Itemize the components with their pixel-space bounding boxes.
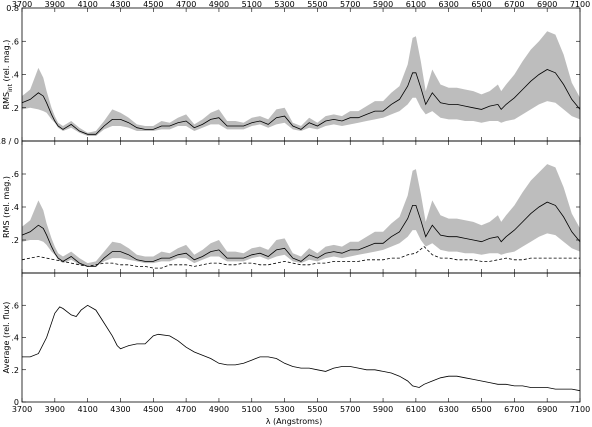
average-ylabel-unit: (rel. flux) xyxy=(2,302,11,341)
xtick-label-top-5700: 5700 xyxy=(340,0,360,9)
xtick-label-top-5500: 5500 xyxy=(307,0,327,9)
rms_int-band-0 xyxy=(22,31,580,136)
rms-ylabel: RMS (rel. mag.) xyxy=(2,176,11,238)
xtick-label-bottom-5500: 5500 xyxy=(307,405,327,414)
xtick-label-top-6700: 6700 xyxy=(504,0,524,9)
xtick-label-top-5300: 5300 xyxy=(274,0,294,9)
xtick-label-top-5100: 5100 xyxy=(242,0,262,9)
xtick-label-top-7100: 7100 xyxy=(570,0,590,9)
xtick-label-bottom-4300: 4300 xyxy=(110,405,130,414)
xtick-label-top-6500: 6500 xyxy=(471,0,491,9)
xtick-label-top-3900: 3900 xyxy=(45,0,65,9)
average-ylabel-main: Average xyxy=(2,340,11,373)
rms_int-ytick-label-0.8: 0.8 xyxy=(6,4,19,13)
xtick-label-top-6900: 6900 xyxy=(537,0,557,9)
rms-band-0 xyxy=(22,164,580,267)
rms-ytick-label-0.4: .4 xyxy=(11,203,19,212)
xtick-label-bottom-5100: 5100 xyxy=(242,405,262,414)
xtick-label-top-4700: 4700 xyxy=(176,0,196,9)
rms_int-ylabel-main: RMS xyxy=(2,92,11,110)
xtick-label-bottom-6900: 6900 xyxy=(537,405,557,414)
xtick-label-bottom-4500: 4500 xyxy=(143,405,163,414)
average-ytick-label-0.6: .6 xyxy=(11,301,19,310)
xtick-label-bottom-6100: 6100 xyxy=(406,405,426,414)
panel-rms: .2 .4 .6 0.8 / 0 RMS (rel. mag.) xyxy=(0,137,581,274)
rms_int-ylabel: RMSint (rel. mag.) xyxy=(2,40,14,110)
xtick-label-top-4500: 4500 xyxy=(143,0,163,9)
xtick-label-bottom-7100: 7100 xyxy=(570,405,590,414)
rms_int-line-1 xyxy=(21,69,581,135)
average-ytick-label-0: 0 xyxy=(14,398,19,407)
average-frame xyxy=(21,272,581,403)
xtick-label-bottom-5700: 5700 xyxy=(340,405,360,414)
xtick-label-bottom-6700: 6700 xyxy=(504,405,524,414)
rms-ytick-label-0.6: .6 xyxy=(11,170,19,179)
xtick-label-bottom-3900: 3900 xyxy=(45,405,65,414)
xtick-label-top-4100: 4100 xyxy=(77,0,97,9)
x-axis-label: λ (Angstroms) xyxy=(266,417,322,426)
xtick-label-top-4300: 4300 xyxy=(110,0,130,9)
rms-ylabel-unit: (rel. mag.) xyxy=(2,176,11,220)
rms_int-ytick-label-0.4: .4 xyxy=(11,71,19,80)
xtick-label-bottom-3700: 3700 xyxy=(12,405,32,414)
xtick-label-top-4900: 4900 xyxy=(209,0,229,9)
xtick-label-bottom-6300: 6300 xyxy=(439,405,459,414)
average-ytick-label-0.2: .2 xyxy=(11,366,19,375)
rms-ylabel-main: RMS xyxy=(2,220,11,238)
xtick-label-bottom-5300: 5300 xyxy=(274,405,294,414)
rms-ytick-label-0.2: .2 xyxy=(11,236,19,245)
average-ytick-label-0.4: .4 xyxy=(11,334,19,343)
xtick-label-bottom-4100: 4100 xyxy=(77,405,97,414)
rms-ytick-label-junction: 0.8 / 0 xyxy=(0,137,19,146)
rms_int-ytick-label-0.6: .6 xyxy=(11,37,19,46)
rms_int-ylabel-unit: (rel. mag.) xyxy=(2,40,11,84)
rms_int-ytick-label-0.2: .2 xyxy=(11,104,19,113)
xtick-label-bottom-4700: 4700 xyxy=(176,405,196,414)
xtick-label-top-3700: 3700 xyxy=(12,0,32,9)
average-ylabel: Average (rel. flux) xyxy=(2,302,11,374)
xtick-label-top-6300: 6300 xyxy=(439,0,459,9)
rms_int-ylabel-sub: int xyxy=(7,83,14,91)
panel-rms_int: .2 .4 .6 0.8 RMSint (rel. mag.) xyxy=(2,4,581,142)
xtick-label-top-6100: 6100 xyxy=(406,0,426,9)
rms-line-2 xyxy=(21,246,580,269)
average-line-0 xyxy=(22,304,581,392)
rms-line-1 xyxy=(21,201,581,267)
xtick-label-bottom-5900: 5900 xyxy=(373,405,393,414)
xtick-label-top-5900: 5900 xyxy=(373,0,393,9)
xtick-label-bottom-4900: 4900 xyxy=(209,405,229,414)
xtick-label-bottom-6500: 6500 xyxy=(471,405,491,414)
